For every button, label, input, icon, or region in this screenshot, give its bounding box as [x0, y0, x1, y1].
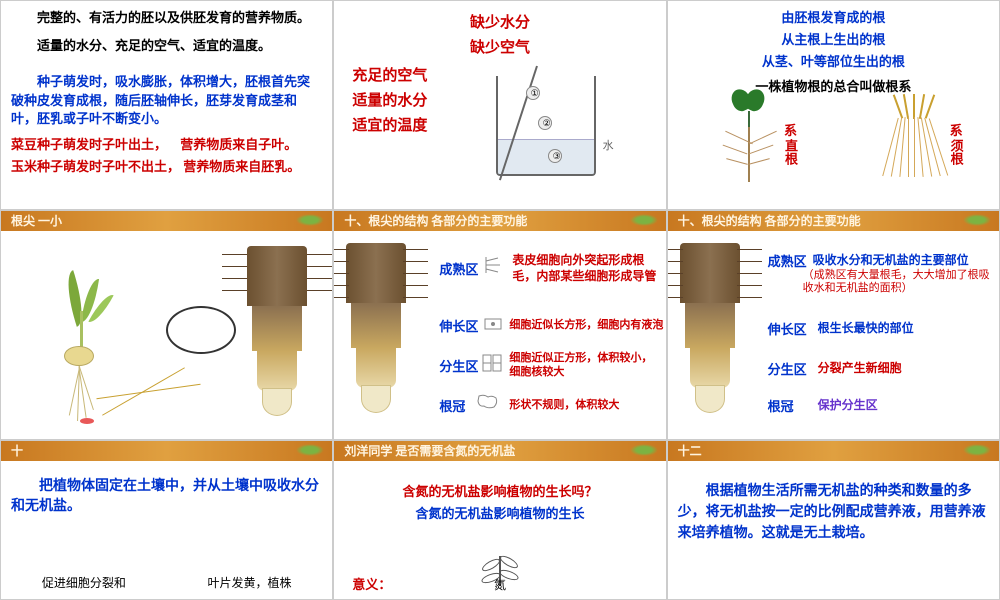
enough-water: 适量的水分	[352, 91, 427, 112]
taproot-plant	[704, 89, 794, 199]
zone-elong-desc: 根生长最快的部位	[818, 319, 988, 336]
zone-cap-desc: 形状不规则，体积较大	[509, 396, 659, 412]
lack-water: 缺少水分	[344, 13, 655, 34]
slide-1-2: 缺少水分 缺少空气 充足的空气 适量的水分 适宜的温度 ① ② ③ 水	[333, 0, 666, 210]
slide-2-2: 十、根尖的结构 各部分的主要功能 成熟区 表皮细胞向外突起形成根毛，内部某些细胞…	[333, 210, 666, 440]
root-from-stem: 从茎、叶等部位生出的根	[678, 53, 989, 71]
root-tip-diagram	[680, 243, 740, 423]
root-from-main: 从主根上生出的根	[678, 31, 989, 49]
slide-3-2: 刘洋同学 是否需要含氮的无机盐 含氮的无机盐影响植物的生长吗？ 含氮的无机盐影响…	[333, 440, 666, 600]
lack-air: 缺少空气	[344, 38, 655, 59]
root-function: 把植物体固定在土壤中，并从土壤中吸收水分和无机盐。	[11, 477, 322, 516]
enough-temp: 适宜的温度	[352, 116, 427, 137]
zone-cap-label: 根冠	[439, 396, 465, 415]
fibrous-plant	[870, 89, 960, 199]
text-corn: 玉米种子萌发时子叶不出土， 营养物质来自胚乳。	[11, 158, 322, 176]
cell-square-icon	[482, 354, 504, 372]
text-germination: 种子萌发时，吸水膨胀，体积增大，胚根首先突破种皮发育成根，随后胚轴伸长，胚芽发育…	[11, 73, 322, 128]
zone-cap-label: 根冠	[768, 396, 794, 415]
cell-rect-icon	[484, 318, 502, 330]
zone-meristem-label: 分生区	[768, 359, 807, 378]
zone-meristem-desc: 细胞近似正方形，体积较小，细胞核较大	[509, 351, 659, 380]
nitrogen-char: 氮	[494, 576, 506, 593]
zone-mature-label: 成熟区	[439, 259, 478, 278]
nitrogen-hypothesis: 含氮的无机盐影响植物的生长	[344, 505, 655, 523]
banner: 刘洋同学 是否需要含氮的无机盐	[334, 441, 665, 461]
text-embryo: 完整的、有活力的胚以及供胚发育的营养物质。	[11, 9, 322, 27]
zone-elong-label: 伸长区	[439, 316, 478, 335]
meaning-label: 意义：	[352, 574, 391, 593]
slide-3-3: 十二 根据植物生活所需无机盐的种类和数量的多少，将无机盐按一定的比例配成营养液，…	[667, 440, 1000, 600]
banner: 十二	[668, 441, 999, 461]
beaker-diagram: ① ② ③ 水	[486, 61, 606, 181]
slide-1-1: 完整的、有活力的胚以及供胚发育的营养物质。 适量的水分、充足的空气、适宜的温度。…	[0, 0, 333, 210]
slide-3-1: 十 把植物体固定在土壤中，并从土壤中吸收水分和无机盐。 促进细胞分裂和 叶片发黄…	[0, 440, 333, 600]
slide-1-3: 由胚根发育成的根 从主根上生出的根 从茎、叶等部位生出的根 一株植物根的总合叫做…	[667, 0, 1000, 210]
cap-icon	[476, 393, 500, 411]
slide-grid: 完整的、有活力的胚以及供胚发育的营养物质。 适量的水分、充足的空气、适宜的温度。…	[0, 0, 1000, 600]
leaf-yellow: 叶片发黄，植株	[207, 574, 291, 591]
sprout-diagram	[36, 266, 146, 426]
zone-meristem-desc: 分裂产生新细胞	[818, 359, 988, 376]
zone-mature-desc: 表皮细胞向外突起形成根毛，内部某些细胞形成导管	[512, 253, 657, 284]
zone-mature-desc: 吸收水分和无机盐的主要部位	[813, 251, 993, 268]
zone-elong-desc: 细胞近似长方形，细胞内有液泡	[509, 316, 664, 332]
banner: 十	[1, 441, 332, 461]
slide-2-1: 根尖 一小	[0, 210, 333, 440]
zone-meristem-label: 分生区	[439, 356, 478, 375]
text-bean: 菜豆种子萌发时子叶出土， 营养物质来自子叶。	[11, 136, 322, 154]
banner: 十、根尖的结构 各部分的主要功能	[334, 211, 665, 231]
cell-division: 促进细胞分裂和	[42, 574, 126, 591]
text-conditions: 适量的水分、充足的空气、适宜的温度。	[11, 37, 322, 55]
zone-mature-label: 成熟区	[768, 251, 807, 270]
zone-cap-desc: 保护分生区	[818, 396, 988, 413]
root-tip-diagram	[346, 243, 406, 423]
root-tip-detail	[247, 246, 307, 426]
roothair-icon	[482, 255, 506, 275]
zone-elong-label: 伸长区	[768, 319, 807, 338]
plant-diagrams: 系 直根	[668, 89, 999, 199]
zone-mature-note: （成熟区有大量根毛，大大增加了根吸收水和无机盐的面积）	[803, 269, 998, 295]
slide-2-3: 十、根尖的结构 各部分的主要功能 成熟区 吸收水分和无机盐的主要部位 （成熟区有…	[667, 210, 1000, 440]
magnify-circle	[166, 306, 236, 354]
nitrogen-question: 含氮的无机盐影响植物的生长吗？	[344, 483, 655, 501]
hydroponics-def: 根据植物生活所需无机盐的种类和数量的多少，将无机盐按一定的比例配成营养液，用营养…	[678, 481, 989, 544]
root-from-radicle: 由胚根发育成的根	[678, 9, 989, 27]
banner: 十、根尖的结构 各部分的主要功能	[668, 211, 999, 231]
banner: 根尖 一小	[1, 211, 332, 231]
enough-air: 充足的空气	[352, 66, 427, 87]
